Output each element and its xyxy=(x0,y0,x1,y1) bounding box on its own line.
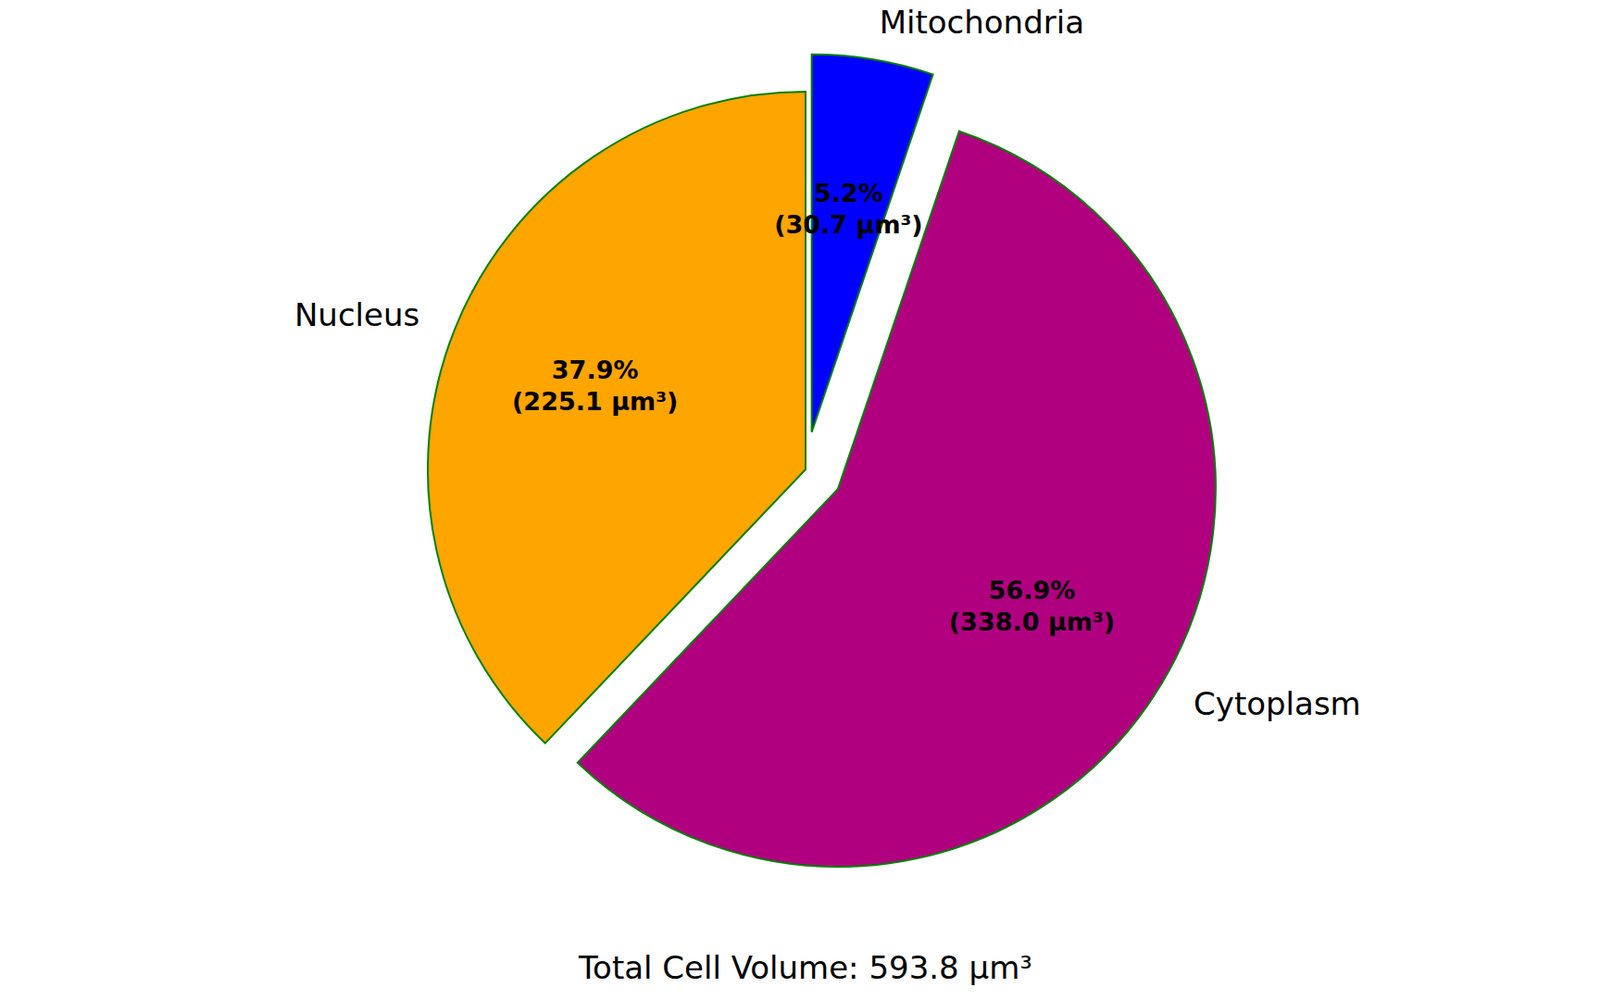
category-label: Mitochondria xyxy=(879,3,1085,41)
slices xyxy=(427,54,1216,867)
volume-label: (30.7 µm³) xyxy=(774,210,924,239)
percent-label: 37.9% xyxy=(551,355,639,385)
labels: Nucleus 37.9%(225.1 µm³) Cytoplasm 56.9%(33… xyxy=(294,3,1362,723)
category-label: Cytoplasm xyxy=(1193,685,1362,723)
percent-label: 56.9% xyxy=(988,575,1076,605)
chart: Nucleus 37.9%(225.1 µm³) Cytoplasm 56.9%(33… xyxy=(0,0,1600,1000)
volume-label: (338.0 µm³) xyxy=(949,607,1115,637)
pie-slice xyxy=(812,54,934,433)
volume-label: (225.1 µm³) xyxy=(512,387,678,416)
category-label: Nucleus xyxy=(294,296,420,334)
pie-slice xyxy=(577,131,1216,867)
footer: Total Cell Volume: 593.8 µm³ xyxy=(577,949,1033,987)
percent-label: 5.2% xyxy=(813,178,884,208)
